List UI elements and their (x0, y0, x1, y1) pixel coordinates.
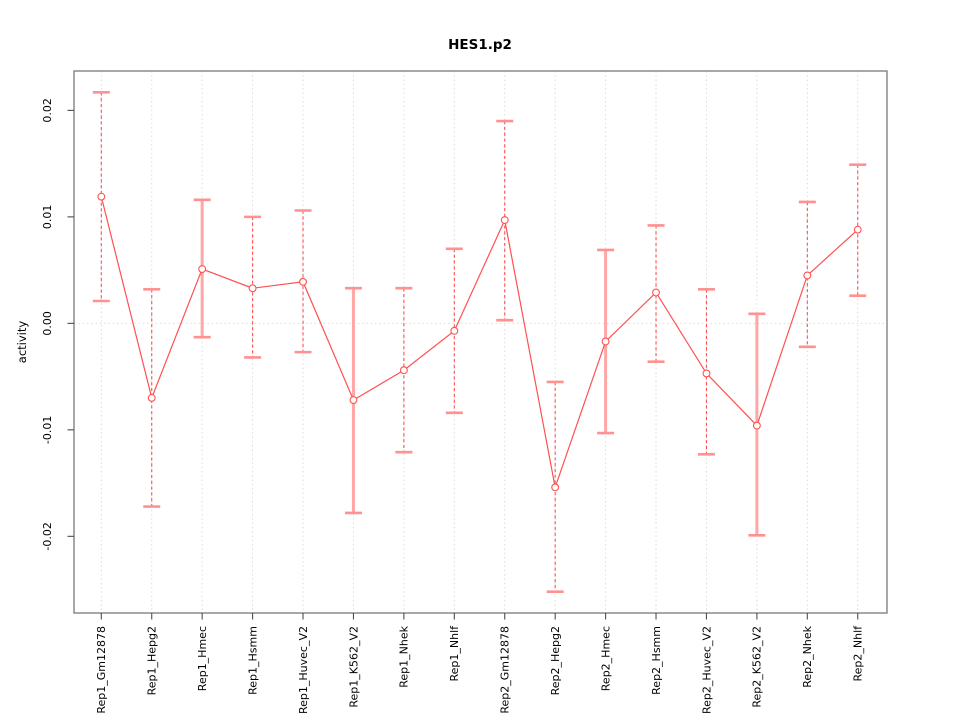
data-point-marker (97, 192, 106, 201)
data-point-marker (551, 483, 560, 492)
x-tick-label: Rep1_Hmec (196, 626, 209, 691)
x-tick-label: Rep2_K562_V2 (751, 626, 764, 708)
x-tick-label: Rep1_Nhlf (448, 625, 461, 682)
x-tick-label: Rep2_Nhek (801, 625, 814, 687)
axis-layer: -0.02 -0.01 0.00 0.01 0.02 Rep1_Gm12878 Rep1_H… (41, 70, 888, 714)
x-tick-label: Rep2_Nhlf (852, 625, 865, 682)
y-axis-label: activity (15, 321, 29, 364)
y-tick-label: 0.01 (41, 205, 54, 230)
data-point-marker (752, 421, 761, 430)
x-tick-label: Rep2_Hmec (599, 626, 612, 691)
chart-title: HES1.p2 (448, 37, 512, 53)
x-tick-label: Rep1_K562_V2 (347, 626, 360, 708)
data-point-marker (248, 284, 257, 293)
data-point-marker (500, 216, 509, 225)
x-tick-label: Rep1_Huvec_V2 (297, 626, 310, 714)
x-tick-label: Rep2_Gm12878 (499, 626, 512, 714)
x-tick-label: Rep1_Gm12878 (95, 626, 108, 714)
data-point-marker (450, 326, 459, 335)
plot-box (73, 70, 888, 614)
y-tick-label: 0.00 (41, 311, 54, 336)
data-point-marker (702, 369, 711, 378)
series-layer (92, 90, 867, 594)
x-tick-label: Rep2_Hepg2 (549, 626, 562, 695)
data-point-marker (399, 366, 408, 375)
x-tick-label: Rep1_Hepg2 (146, 626, 159, 695)
data-point-marker (803, 271, 812, 280)
grid-layer (74, 71, 887, 613)
series-line (100, 196, 859, 490)
data-point-marker (299, 277, 307, 286)
x-tick-label: Rep1_Nhek (398, 625, 411, 687)
data-point-marker (349, 396, 358, 404)
y-tick-label: 0.02 (41, 98, 54, 123)
data-point-marker (601, 337, 610, 346)
data-point-marker (147, 393, 156, 402)
data-point-marker (652, 288, 660, 297)
data-point-marker (853, 225, 862, 234)
x-tick-label: Rep2_Hsmm (650, 626, 663, 695)
y-tick-label: -0.01 (41, 416, 54, 444)
x-tick-label: Rep2_Huvec_V2 (700, 626, 713, 714)
x-tick-label: Rep1_Hsmm (246, 626, 259, 695)
data-point-marker (198, 265, 207, 274)
y-tick-label: -0.02 (41, 522, 54, 550)
